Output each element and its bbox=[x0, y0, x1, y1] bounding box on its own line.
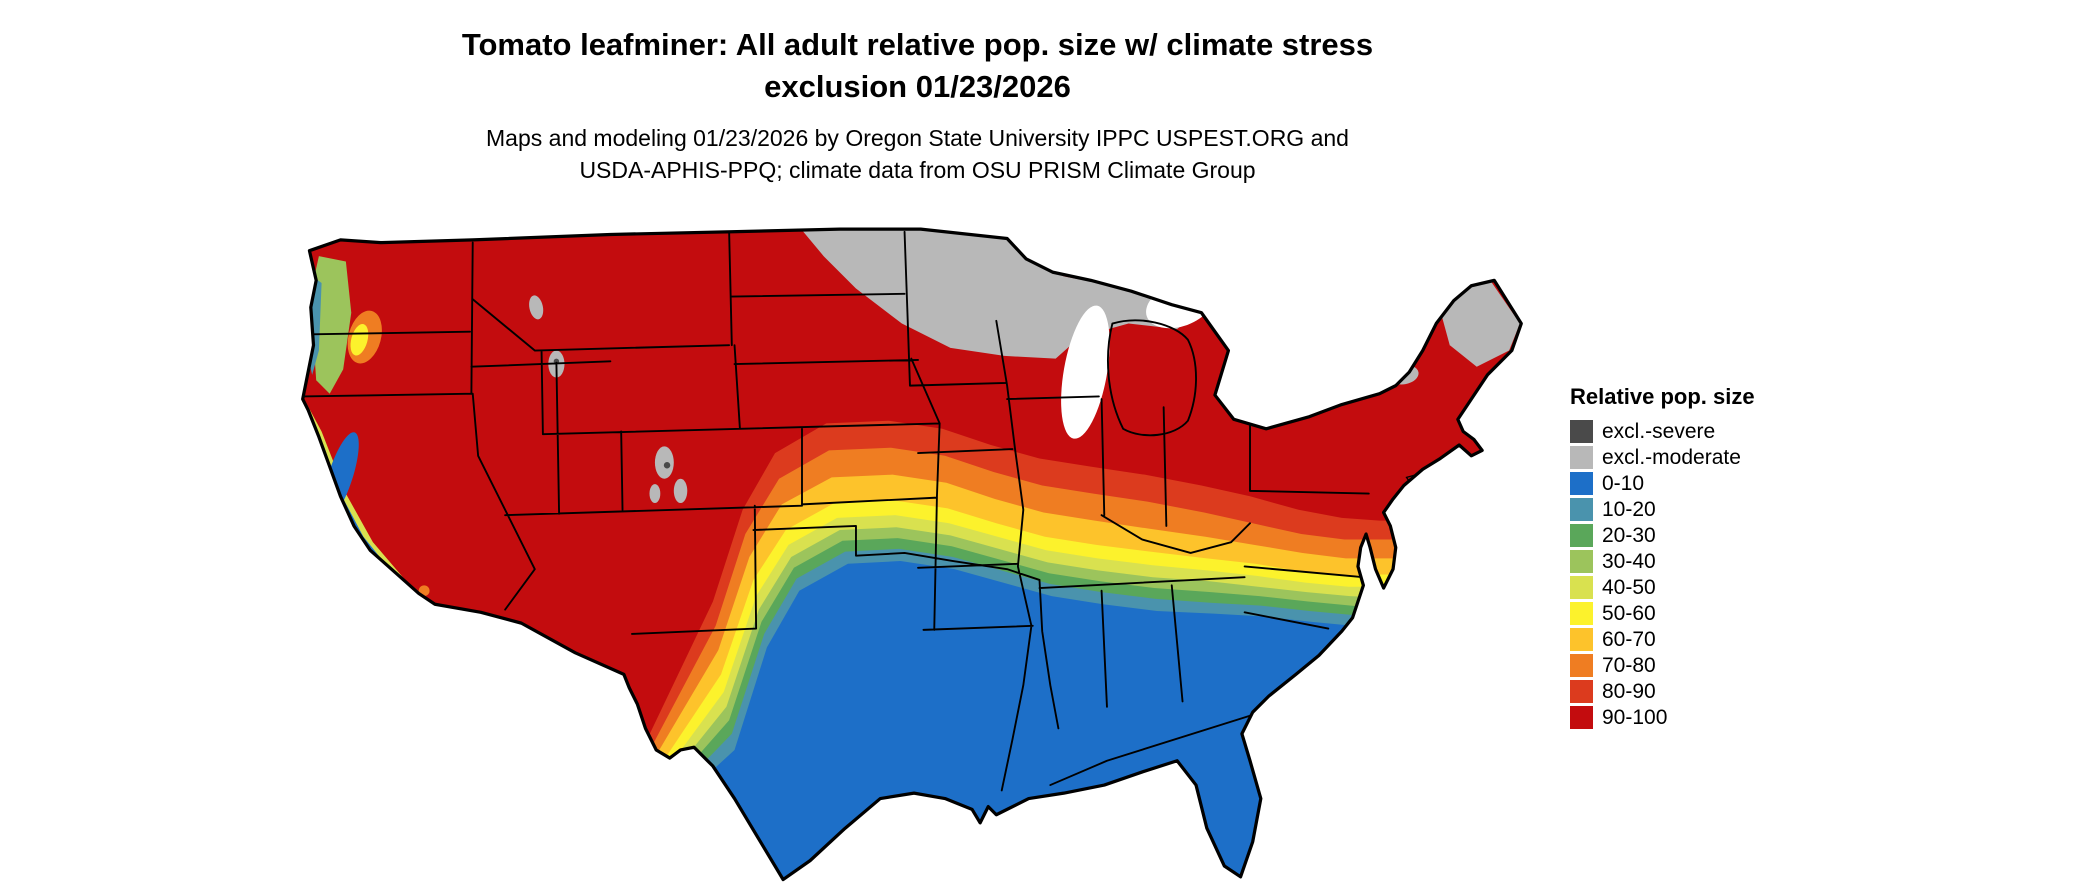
legend-swatch bbox=[1570, 628, 1593, 651]
legend-item: 0-10 bbox=[1570, 472, 1755, 495]
page-title-line1: Tomato leafminer: All adult relative pop… bbox=[461, 27, 1374, 62]
legend-items: excl.-severe excl.-moderate 0-10 10-20 20-30… bbox=[1570, 420, 1755, 729]
map-oregon-patch-inner bbox=[350, 323, 369, 356]
legend-swatch bbox=[1570, 602, 1593, 625]
map-gray-patch bbox=[529, 295, 544, 320]
map-region-excl-severe bbox=[663, 461, 671, 469]
legend-label: excl.-severe bbox=[1602, 420, 1716, 443]
subtitle-line2: USDA-APHIS-PPQ; climate data from OSU PR… bbox=[579, 156, 1256, 183]
legend-item: 60-70 bbox=[1570, 628, 1755, 651]
legend-label: excl.-moderate bbox=[1602, 446, 1741, 469]
legend-item: excl.-moderate bbox=[1570, 446, 1755, 469]
us-map-svg bbox=[301, 227, 1523, 888]
legend-label: 60-70 bbox=[1602, 628, 1656, 651]
legend-swatch bbox=[1570, 498, 1593, 521]
state-borders bbox=[302, 230, 1389, 792]
figure-subtitle: Maps and modeling 01/23/2026 by Oregon S… bbox=[0, 122, 1835, 186]
legend-label: 0-10 bbox=[1602, 472, 1645, 495]
legend-label: 90-100 bbox=[1602, 706, 1668, 729]
map-gray-patch bbox=[654, 446, 674, 479]
legend-item: 20-30 bbox=[1570, 524, 1755, 547]
legend-swatch bbox=[1570, 550, 1593, 573]
map-gray-patch bbox=[649, 484, 661, 504]
us-map bbox=[300, 226, 1528, 888]
legend-swatch bbox=[1570, 706, 1593, 729]
legend-label: 10-20 bbox=[1602, 498, 1656, 521]
legend-item: 30-40 bbox=[1570, 550, 1755, 573]
legend-label: 20-30 bbox=[1602, 524, 1656, 547]
us-outline bbox=[301, 227, 1523, 882]
page-title-line2: exclusion 01/23/2026 bbox=[764, 68, 1071, 104]
legend-title: Relative pop. size bbox=[1570, 384, 1755, 409]
legend-label: 40-50 bbox=[1602, 576, 1656, 599]
legend-swatch bbox=[1570, 446, 1593, 469]
legend-item: 80-90 bbox=[1570, 680, 1755, 703]
legend-swatch bbox=[1570, 420, 1593, 443]
legend-label: 50-60 bbox=[1602, 602, 1656, 625]
lake-michigan bbox=[1061, 305, 1110, 439]
legend-item: 90-100 bbox=[1570, 706, 1755, 729]
legend-label: 30-40 bbox=[1602, 550, 1656, 573]
legend-swatch bbox=[1570, 680, 1593, 703]
page-title: Tomato leafminer: All adult relative pop… bbox=[0, 24, 1835, 108]
map-keys-dot bbox=[1226, 885, 1231, 888]
legend-item: 40-50 bbox=[1570, 576, 1755, 599]
legend: Relative pop. size excl.-severe excl.-mod… bbox=[1570, 384, 1755, 732]
subtitle-line1: Maps and modeling 01/23/2026 by Oregon S… bbox=[486, 124, 1349, 151]
michigan-outline bbox=[1107, 319, 1197, 437]
legend-item: 70-80 bbox=[1570, 654, 1755, 677]
legend-label: 80-90 bbox=[1602, 680, 1656, 703]
legend-item: 10-20 bbox=[1570, 498, 1755, 521]
figure-titles: Tomato leafminer: All adult relative pop… bbox=[0, 24, 1835, 186]
map-fill-layers bbox=[302, 229, 1522, 888]
legend-label: 70-80 bbox=[1602, 654, 1656, 677]
legend-swatch bbox=[1570, 472, 1593, 495]
legend-item: excl.-severe bbox=[1570, 420, 1755, 443]
legend-swatch bbox=[1570, 576, 1593, 599]
legend-swatch bbox=[1570, 524, 1593, 547]
legend-item: 50-60 bbox=[1570, 602, 1755, 625]
legend-swatch bbox=[1570, 654, 1593, 677]
map-cascades-strip bbox=[312, 256, 352, 394]
map-region-excl-moderate-maine bbox=[1441, 280, 1520, 367]
map-gray-patch bbox=[673, 478, 688, 504]
